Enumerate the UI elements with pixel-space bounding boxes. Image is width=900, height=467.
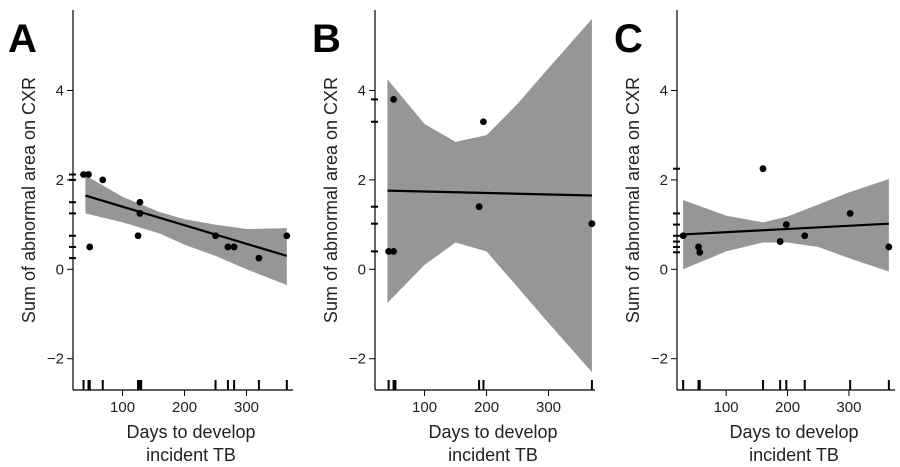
x-tick-label: 100 bbox=[714, 399, 739, 416]
x-axis-title: Days to develop incident TB bbox=[428, 422, 557, 465]
data-point bbox=[679, 232, 687, 240]
y-tick-label: 0 bbox=[660, 261, 668, 278]
regression-line bbox=[683, 222, 889, 236]
data-point bbox=[801, 232, 809, 240]
x-tick-label: 200 bbox=[775, 399, 800, 416]
y-tick-label: 0 bbox=[358, 261, 366, 278]
data-point bbox=[696, 248, 704, 256]
data-point bbox=[85, 171, 92, 178]
x-axis-title-line: incident TB bbox=[448, 445, 538, 465]
data-point bbox=[134, 232, 142, 240]
y-tick-label: 4 bbox=[56, 82, 64, 99]
y-tick-label: 2 bbox=[660, 172, 668, 189]
data-point bbox=[80, 171, 87, 178]
panel-b: B −2 0 2 4 100 200 300 Sum of abnormal area on C… bbox=[312, 10, 596, 465]
data-point bbox=[390, 96, 397, 103]
data-point bbox=[86, 243, 94, 251]
data-point bbox=[588, 220, 596, 228]
y-axis-title: Sum of abnormal area on CXR bbox=[19, 77, 39, 323]
x-axis-title: Days to develop incident TB bbox=[729, 422, 858, 465]
y-tick-label: 4 bbox=[358, 82, 366, 99]
data-point bbox=[136, 198, 144, 206]
data-point bbox=[885, 243, 893, 251]
confidence-band bbox=[387, 18, 592, 373]
data-point bbox=[99, 176, 107, 184]
data-point bbox=[136, 210, 144, 217]
x-tick-label: 200 bbox=[474, 399, 499, 416]
x-axis-title-line: Days to develop bbox=[126, 422, 255, 442]
data-point bbox=[283, 232, 291, 240]
data-point bbox=[230, 243, 238, 251]
data-point bbox=[759, 165, 767, 173]
y-tick-label: −2 bbox=[47, 351, 64, 368]
x-tick-label: 100 bbox=[412, 399, 437, 416]
data-point bbox=[782, 221, 790, 228]
panel-c: C −2 0 2 4 100 200 300 Sum of abnormal area on C… bbox=[614, 10, 895, 465]
regression-line bbox=[387, 189, 592, 197]
x-tick-label: 300 bbox=[536, 399, 561, 416]
panel-label: C bbox=[614, 17, 643, 61]
y-tick-label: 2 bbox=[358, 172, 366, 189]
data-point bbox=[776, 238, 784, 245]
y-tick-label: 4 bbox=[660, 82, 668, 99]
regression-line bbox=[85, 194, 288, 257]
y-axis-title: Sum of abnormal area on CXR bbox=[321, 77, 341, 323]
data-point bbox=[390, 248, 397, 255]
x-tick-label: 300 bbox=[836, 399, 861, 416]
y-tick-label: 0 bbox=[56, 261, 64, 278]
data-point bbox=[695, 243, 702, 251]
panel-a: A −2 0 2 4 100 200 300 Sum of abnormal area on C… bbox=[8, 10, 293, 465]
y-tick-label: −2 bbox=[349, 351, 366, 368]
panel-label: A bbox=[8, 17, 37, 61]
y-tick-label: −2 bbox=[651, 351, 668, 368]
data-point bbox=[480, 118, 487, 126]
data-point bbox=[255, 254, 263, 262]
y-axis-title: Sum of abnormal area on CXR bbox=[623, 77, 643, 323]
y-tick-label: 2 bbox=[56, 172, 64, 189]
x-axis-title-line: incident TB bbox=[749, 445, 839, 465]
panel-label: B bbox=[312, 17, 341, 61]
data-point bbox=[212, 232, 219, 240]
x-axis-title-line: Days to develop bbox=[729, 422, 858, 442]
x-tick-label: 200 bbox=[172, 399, 197, 416]
x-tick-label: 300 bbox=[234, 399, 259, 416]
data-point bbox=[475, 203, 483, 211]
x-tick-label: 100 bbox=[110, 399, 135, 416]
data-point bbox=[846, 210, 854, 217]
data-point bbox=[385, 248, 393, 255]
x-axis-title-line: incident TB bbox=[146, 445, 236, 465]
confidence-band bbox=[85, 175, 287, 285]
x-axis-title-line: Days to develop bbox=[428, 422, 557, 442]
x-axis-title: Days to develop incident TB bbox=[126, 422, 255, 465]
data-point bbox=[224, 243, 232, 251]
